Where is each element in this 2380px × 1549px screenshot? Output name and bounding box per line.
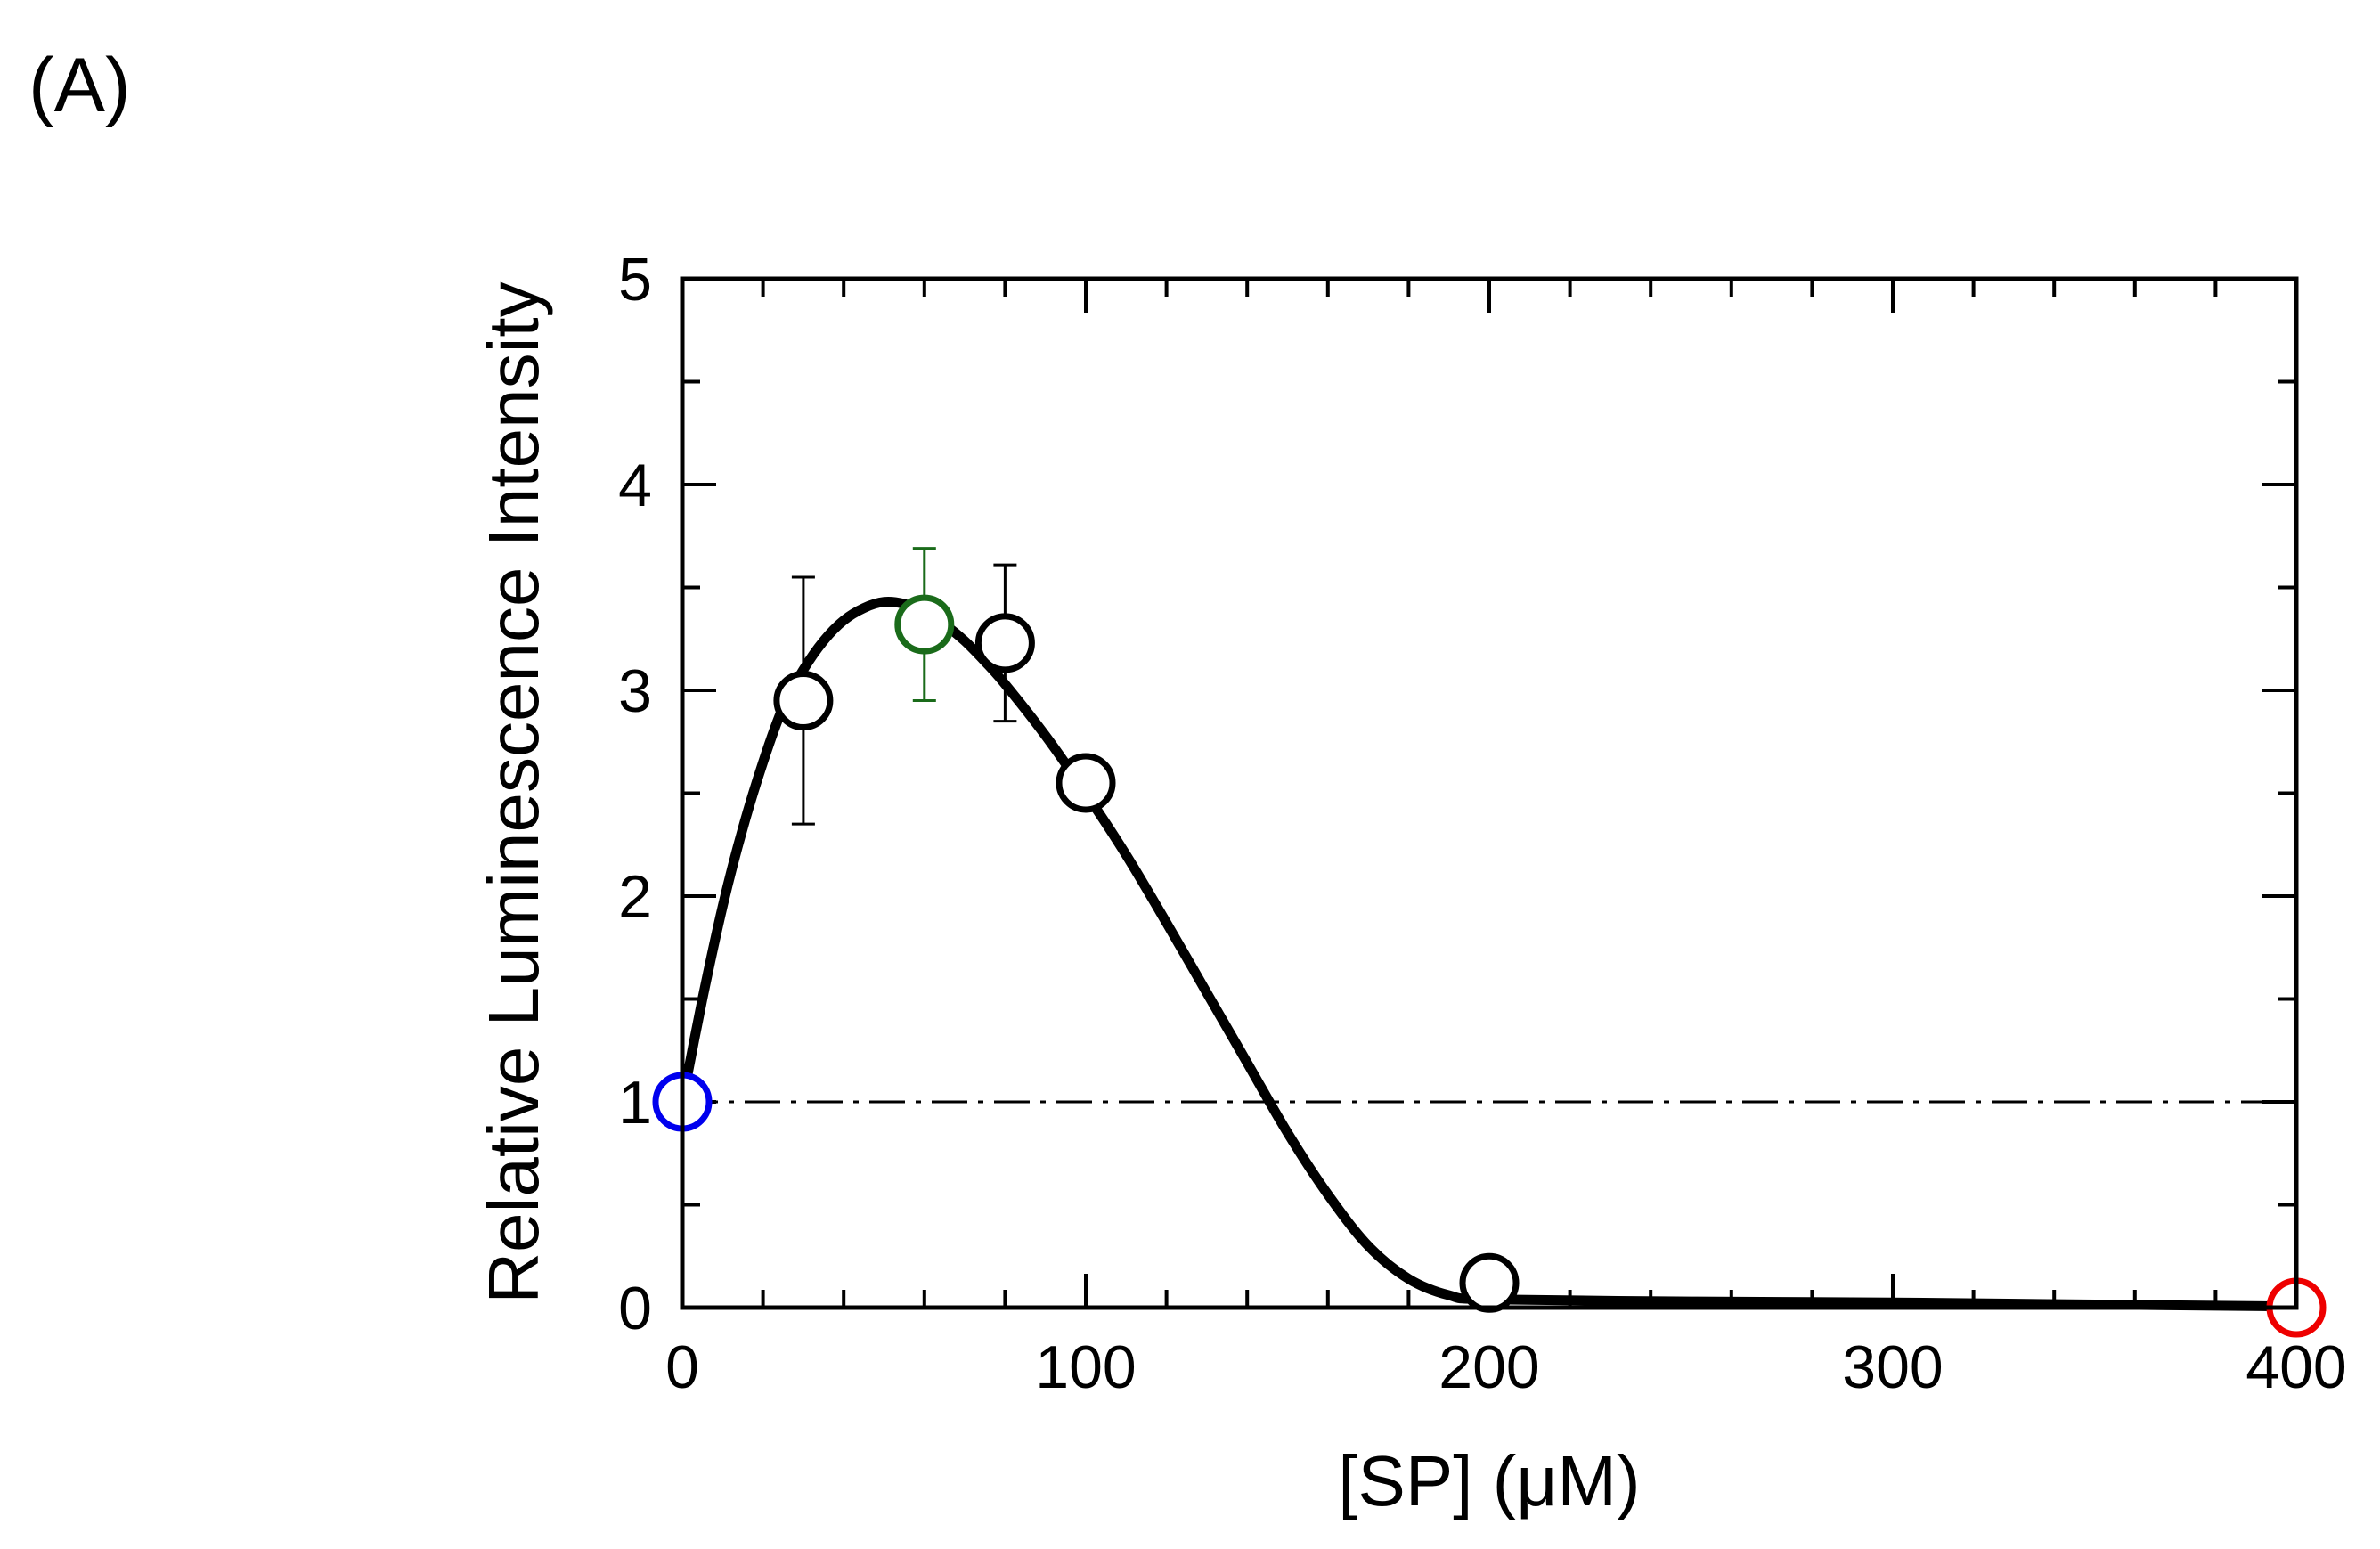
y-tick-labels: 0 1 2 3 4 5 (618, 246, 652, 1342)
y-tick-label: 1 (618, 1069, 652, 1137)
y-tick-label: 5 (618, 246, 652, 314)
data-point (773, 671, 834, 731)
x-tick-label: 0 (665, 1333, 699, 1401)
panel-label: (A) (29, 43, 131, 128)
x-axis-title: [SP] (μM) (1338, 1441, 1640, 1520)
data-point (894, 594, 955, 655)
major-ticks (681, 277, 2298, 1309)
y-axis-title: Relative Luminescence Intensity (474, 281, 553, 1303)
x-tick-label: 400 (2246, 1333, 2346, 1401)
data-point (974, 613, 1035, 673)
fit-curve (677, 596, 2302, 1312)
fit-curve-layer (677, 596, 2302, 1312)
data-point-layer (652, 594, 2327, 1338)
data-point (1056, 753, 1116, 813)
y-tick-label: 0 (618, 1275, 652, 1342)
y-tick-label: 3 (618, 657, 652, 725)
y-tick-label: 4 (618, 452, 652, 519)
y-tick-label: 2 (618, 863, 652, 931)
x-tick-label: 300 (1842, 1333, 1943, 1401)
data-point (1459, 1252, 1520, 1313)
plot-frame (680, 276, 2299, 1310)
x-tick-label: 200 (1439, 1333, 1539, 1401)
x-tick-label: 100 (1035, 1333, 1136, 1401)
x-tick-labels: 0 100 200 300 400 (665, 1333, 2347, 1401)
minor-ticks (682, 279, 2296, 1308)
